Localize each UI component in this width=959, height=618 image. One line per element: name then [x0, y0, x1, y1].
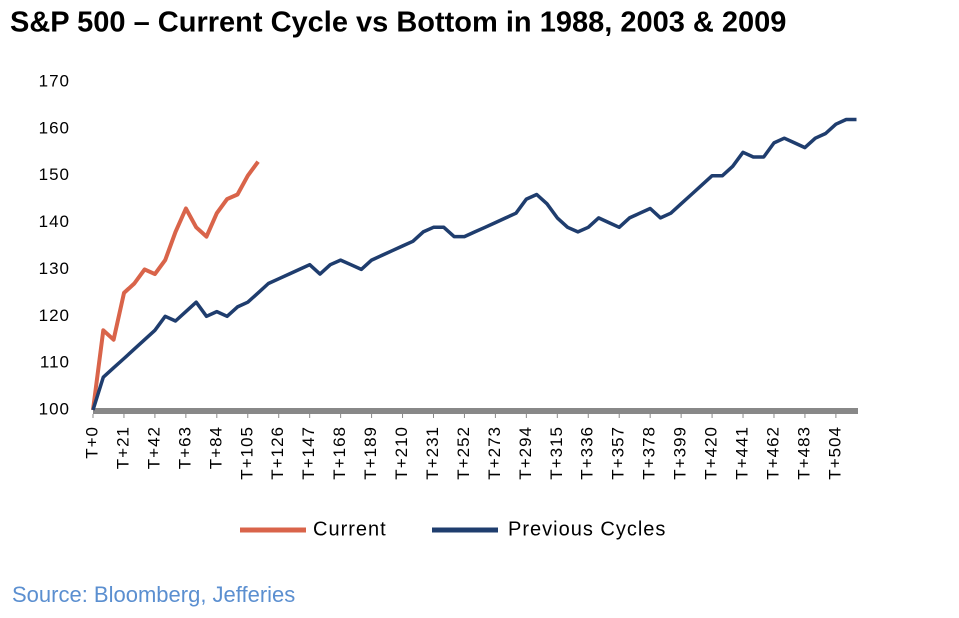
legend-label: Previous Cycles	[508, 518, 666, 540]
x-tick-label: T+504	[825, 426, 844, 480]
x-tick-label: T+294	[516, 426, 535, 480]
x-tick-label: T+42	[144, 426, 163, 469]
x-tick-label: T+147	[299, 426, 318, 480]
x-tick-label: T+189	[361, 426, 380, 480]
y-tick-label: 110	[40, 353, 70, 372]
y-tick-label: 140	[39, 212, 70, 231]
x-tick-label: T+231	[423, 426, 442, 480]
x-tick-label: T+462	[763, 426, 782, 480]
y-tick-label: 100	[39, 399, 70, 418]
chart-title: S&P 500 – Current Cycle vs Bottom in 198…	[10, 7, 786, 39]
x-tick-label: T+210	[392, 426, 411, 480]
x-tick-label: T+84	[206, 426, 225, 469]
x-tick-label: T+483	[794, 426, 813, 480]
legend-label: Current	[313, 518, 387, 540]
x-tick-label: T+315	[547, 426, 566, 480]
x-tick-label: T+399	[671, 426, 690, 480]
y-tick-label: 150	[39, 165, 70, 184]
x-tick-label: T+63	[175, 426, 194, 469]
x-tick-label: T+168	[330, 426, 349, 480]
series-line	[91, 160, 260, 411]
y-tick-label: 160	[39, 118, 70, 137]
x-tick-label: T+378	[640, 426, 659, 480]
x-tick-label: T+0	[82, 426, 101, 459]
x-tick-label: T+441	[733, 426, 752, 480]
x-tick-label: T+336	[578, 426, 597, 480]
x-tick-label: T+126	[268, 426, 287, 480]
x-tick-label: T+252	[454, 426, 473, 480]
series-line	[91, 117, 857, 411]
x-tick-label: T+420	[702, 426, 721, 480]
x-tick-label: T+105	[237, 426, 256, 480]
y-tick-label: 170	[39, 71, 70, 90]
source-note: Source: Bloomberg, Jefferies	[12, 582, 295, 607]
x-tick-label: T+357	[609, 426, 628, 480]
y-tick-label: 130	[39, 259, 70, 278]
x-tick-label: T+273	[485, 426, 504, 480]
y-tick-label: 120	[39, 306, 70, 325]
x-tick-label: T+21	[113, 426, 132, 469]
